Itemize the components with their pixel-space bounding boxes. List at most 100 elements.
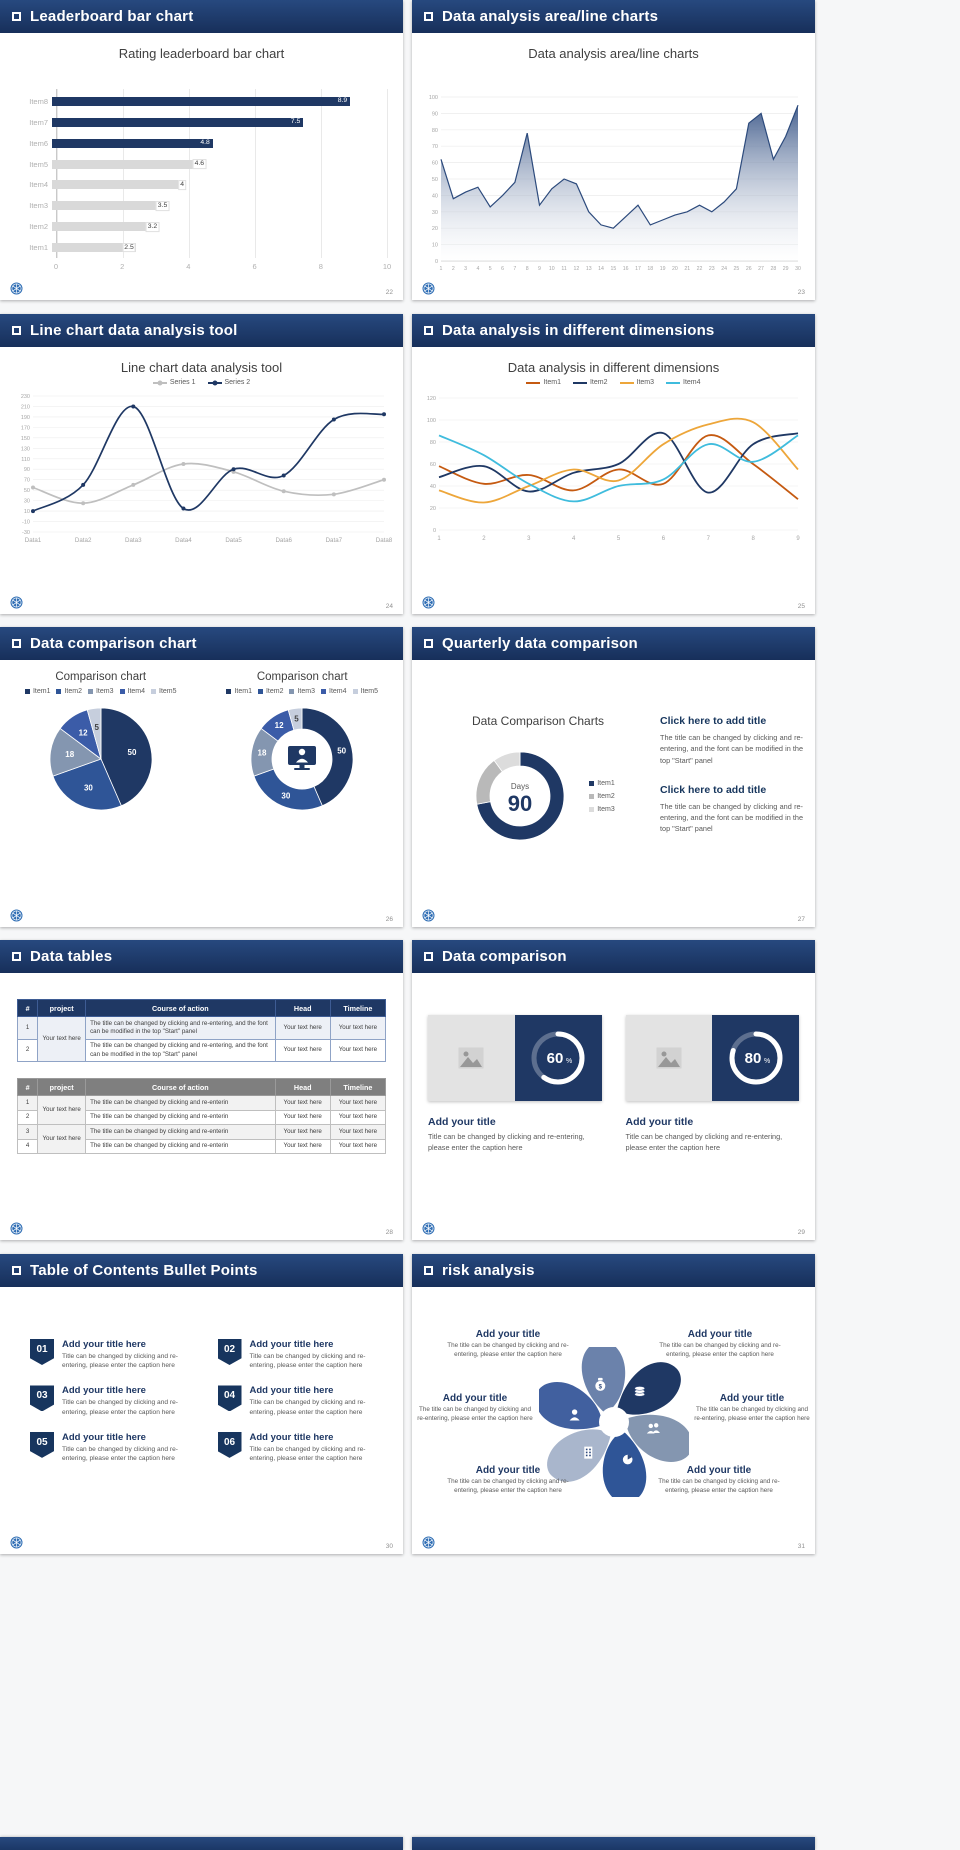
comparison-donut-panel: Comparison chart Item1 Item2 Item3 Item4 Ite… <box>202 660 404 927</box>
slide-thumbnail-data-comparison-chart[interactable]: Data comparison chart Comparison chart I… <box>0 627 403 927</box>
legend-item: Item1 <box>24 688 51 695</box>
legend-item: Item3 <box>289 688 315 695</box>
brand-logo <box>422 282 435 295</box>
table-cell: 3 <box>16 1124 39 1140</box>
svg-text:26: 26 <box>746 266 752 272</box>
slide-thumbnail-area-line-charts[interactable]: Data analysis area/line charts Data anal… <box>412 0 815 300</box>
risk-item-title: Add your title <box>686 1465 752 1476</box>
risk-item-caption: The title can be changed by clicking and… <box>447 1342 569 1358</box>
pie-slice <box>100 707 153 807</box>
svg-text:23: 23 <box>709 266 715 272</box>
toc-item-title: Add your title here <box>62 1385 146 1397</box>
svg-text:22: 22 <box>697 266 703 272</box>
svg-text:30: 30 <box>795 266 801 272</box>
bar-category-label: Item2 <box>29 222 48 232</box>
svg-text:Data6: Data6 <box>275 537 292 544</box>
chart-legend: Item1 Item2 Item3 <box>589 780 615 813</box>
svg-text:1: 1 <box>440 266 443 272</box>
comparison-card: 80% Add your title Title can be changed … <box>625 1015 799 1153</box>
svg-text:30: 30 <box>24 499 30 505</box>
table-header-cell: # <box>16 999 39 1017</box>
legend-label: Item5 <box>159 688 177 695</box>
next-row-slide-header-partial <box>412 1837 815 1850</box>
slide-thumbnail-risk-analysis[interactable]: risk analysis $ Add your title The title … <box>412 1254 815 1554</box>
toc-item: 06 Add your title here Title can be change… <box>217 1431 386 1463</box>
legend-swatch <box>257 689 263 694</box>
slide-title: Leaderboard bar chart <box>30 8 194 25</box>
svg-text:21: 21 <box>684 266 690 272</box>
slide-thumbnail-line-chart-tool[interactable]: Line chart data analysis tool Line chart… <box>0 314 403 614</box>
image-placeholder <box>428 1015 515 1101</box>
x-axis: 0 2 4 6 8 10 <box>54 260 391 272</box>
table-header-cell: Course of action <box>85 999 276 1017</box>
svg-text:2: 2 <box>452 266 455 272</box>
slide-thumbnail-leaderboard-bar-chart[interactable]: Leaderboard bar chart Rating leaderboard… <box>0 0 403 300</box>
pie-slice <box>476 751 565 841</box>
bar-row: Item6 4.8 <box>18 138 387 148</box>
slide-thumbnail-toc-bullet-points[interactable]: Table of Contents Bullet Points 01 Add yo… <box>0 1254 403 1554</box>
square-bullet-icon <box>12 1266 21 1275</box>
legend-label: Item2 <box>64 688 82 695</box>
legend-swatch <box>226 689 232 694</box>
slide-thumbnail-data-tables[interactable]: Data tables # project Course of action Head… <box>0 940 403 1240</box>
pie-slice <box>493 751 521 773</box>
donut-chart: 50 30 18 12 5 <box>250 707 354 811</box>
page-number: 27 <box>797 916 805 923</box>
svg-text:90: 90 <box>432 111 438 117</box>
risk-item-title: Add your title <box>475 1465 541 1476</box>
svg-text:14: 14 <box>598 266 604 272</box>
aperture-petal <box>581 1347 626 1414</box>
svg-text:-10: -10 <box>22 520 30 526</box>
legend-label: Item1 <box>32 688 51 695</box>
svg-text:Data8: Data8 <box>376 537 393 544</box>
chart-title: Data analysis area/line charts <box>528 46 699 61</box>
slide-thumbnail-data-comparison-cards[interactable]: Data comparison 60% Add your <box>412 940 815 1240</box>
page-number: 22 <box>385 289 393 296</box>
svg-text:3: 3 <box>464 266 467 272</box>
bar <box>52 201 170 211</box>
bar <box>52 96 351 106</box>
bar-row: Item8 8.9 <box>18 96 387 106</box>
bar-category-label: Item4 <box>29 180 48 190</box>
toc-item: 05 Add your title here Title can be change… <box>30 1431 198 1463</box>
legend-swatch <box>87 689 93 694</box>
bar-value-label: 4 <box>178 180 186 190</box>
slide-thumbnail-dimensions-chart[interactable]: Data analysis in different dimensions Da… <box>412 314 815 614</box>
pie-slice <box>52 758 122 811</box>
table-header-cell: Head <box>274 1078 331 1097</box>
svg-text:24: 24 <box>721 266 727 272</box>
line-chart: -30 -10 10 30 50 70 90 110 130 150 170 190 210 230 Dat… <box>21 394 393 544</box>
square-bullet-icon <box>424 326 433 335</box>
table-cell: Your text here <box>329 1138 387 1154</box>
bar <box>52 159 207 169</box>
svg-text:10: 10 <box>432 243 438 249</box>
legend-label: Item3 <box>636 379 655 386</box>
svg-text:$: $ <box>599 1384 603 1390</box>
toc-item-caption: Title can be changed by clicking and re-… <box>249 1353 366 1370</box>
aperture-diagram: $ <box>539 1347 689 1497</box>
pie-slice-label: 5 <box>295 714 300 723</box>
progress-unit: % <box>764 1058 770 1065</box>
pie-slice <box>253 768 324 811</box>
svg-text:12: 12 <box>574 266 580 272</box>
slide-content: Data Comparison Charts Days 90 Item1 Item2… <box>412 660 815 927</box>
risk-item-title: Add your title <box>719 1393 785 1404</box>
slide-thumbnail-quarterly-comparison[interactable]: Quarterly data comparison Data Compariso… <box>412 627 815 927</box>
page-number: 29 <box>797 1229 805 1236</box>
chart-title: Comparison chart <box>256 671 348 683</box>
slide-content: Data analysis area/line charts 0 10 20 30 40… <box>412 33 815 300</box>
legend-swatch <box>289 689 295 694</box>
svg-text:70: 70 <box>432 144 438 150</box>
table-cell: Your text here <box>274 1124 331 1140</box>
bar-value-label: 2.5 <box>122 242 136 253</box>
table-cell: Your text here <box>329 1124 387 1140</box>
block-body: The title can be changed by clicking and… <box>660 801 803 834</box>
svg-text:7: 7 <box>707 536 711 542</box>
svg-text:8: 8 <box>751 536 755 542</box>
table-row: 2 The title can be changed by clicking an… <box>16 1038 387 1063</box>
slide-header: Data tables <box>0 940 403 973</box>
users-icon <box>646 1423 660 1434</box>
svg-text:130: 130 <box>21 446 30 452</box>
page-number: 26 <box>385 916 393 923</box>
